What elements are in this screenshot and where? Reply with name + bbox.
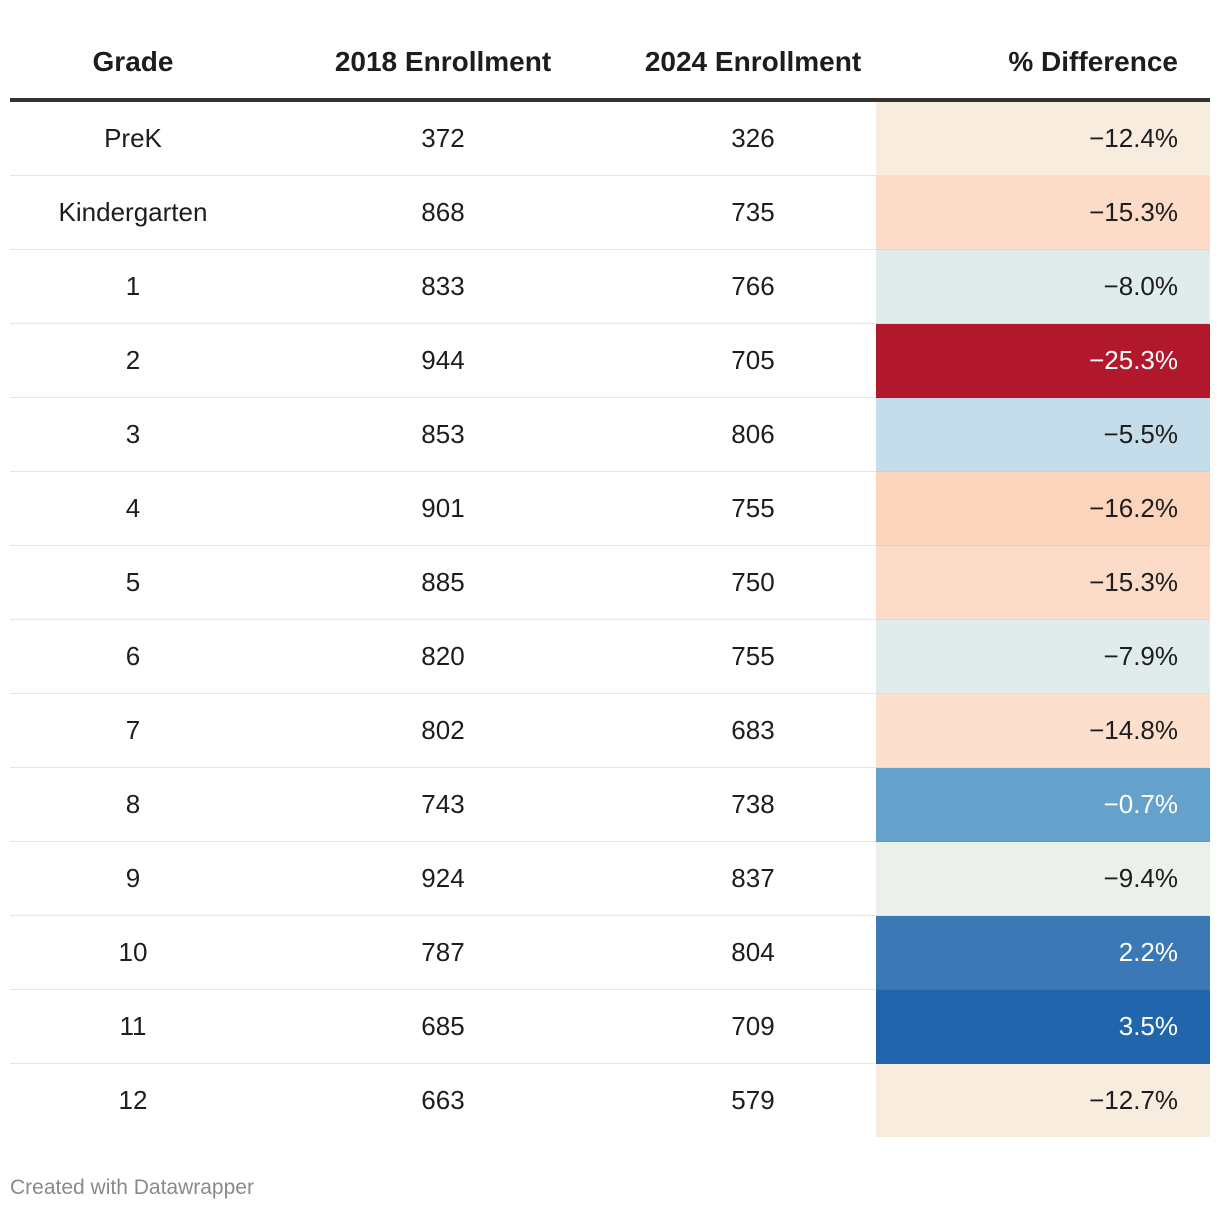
table-row: 5 885 750 −15.3% [10,545,1210,620]
cell-percent-difference: 2.2% [876,915,1210,990]
cell-percent-difference: −12.4% [876,100,1210,176]
enrollment-table: Grade 2018 Enrollment 2024 Enrollment % … [10,26,1210,1137]
cell-grade: 5 [10,545,256,620]
enrollment-table-container: Grade 2018 Enrollment 2024 Enrollment % … [10,26,1210,1137]
cell-2024-enrollment: 738 [630,767,876,842]
cell-percent-difference: −0.7% [876,767,1210,842]
table-row: 6 820 755 −7.9% [10,619,1210,694]
datawrapper-credit[interactable]: Created with Datawrapper [10,1176,254,1199]
cell-percent-difference: −14.8% [876,693,1210,768]
cell-2018-enrollment: 885 [256,545,630,620]
cell-percent-difference: 3.5% [876,989,1210,1064]
cell-grade: 8 [10,767,256,842]
cell-2018-enrollment: 787 [256,915,630,990]
cell-grade: 6 [10,619,256,694]
cell-2018-enrollment: 685 [256,989,630,1064]
cell-2018-enrollment: 802 [256,693,630,768]
cell-2024-enrollment: 806 [630,397,876,472]
table-row: 3 853 806 −5.5% [10,397,1210,472]
cell-grade: 3 [10,397,256,472]
table-row: 12 663 579 −12.7% [10,1063,1210,1137]
cell-2024-enrollment: 750 [630,545,876,620]
column-header-percent-difference[interactable]: % Difference [876,26,1210,102]
column-header-grade[interactable]: Grade [10,26,256,102]
cell-grade: 12 [118,1085,148,1115]
cell-percent-difference: −15.3% [876,545,1210,620]
table-body: PreK 372 326 −12.4% Kindergarten 868 735 −15.3%… [10,100,1210,1137]
cell-2024-enrollment: 837 [630,841,876,916]
cell-2018-enrollment: 944 [256,323,630,398]
cell-2024-enrollment: 755 [630,619,876,694]
cell-2018-enrollment: 901 [256,471,630,546]
table-row: Kindergarten 868 735 −15.3% [10,175,1210,250]
cell-2024-enrollment: 755 [630,471,876,546]
cell-percent-difference: −25.3% [876,323,1210,398]
cell-2018-enrollment: 833 [256,249,630,324]
cell-2024-enrollment: 735 [630,175,876,250]
cell-percent-difference: −5.5% [876,397,1210,472]
cell-percent-difference: −15.3% [876,175,1210,250]
cell-2024-enrollment: 705 [630,323,876,398]
cell-2018-enrollment: 372 [256,100,630,176]
cell-percent-difference: −12.7% [876,1063,1210,1137]
cell-2018-enrollment: 743 [256,767,630,842]
cell-grade: 7 [10,693,256,768]
table-row: 4 901 755 −16.2% [10,471,1210,546]
cell-grade: 1 [10,249,256,324]
cell-grade: 4 [10,471,256,546]
cell-grade: PreK [10,100,256,176]
cell-grade: 9 [10,841,256,916]
cell-2024-enrollment: 579 [731,1085,775,1115]
cell-2024-enrollment: 766 [630,249,876,324]
cell-grade: Kindergarten [10,175,256,250]
cell-2018-enrollment: 663 [421,1085,465,1115]
cell-2024-enrollment: 804 [630,915,876,990]
cell-2018-enrollment: 924 [256,841,630,916]
cell-grade: 2 [10,323,256,398]
table-row: 9 924 837 −9.4% [10,841,1210,916]
table-row: 7 802 683 −14.8% [10,693,1210,768]
column-header-2024-enrollment[interactable]: 2024 Enrollment [630,26,876,102]
table-header-row: Grade 2018 Enrollment 2024 Enrollment % … [10,26,1210,102]
cell-2018-enrollment: 868 [256,175,630,250]
cell-percent-difference: −7.9% [876,619,1210,694]
cell-percent-difference: −16.2% [876,471,1210,546]
cell-2024-enrollment: 326 [630,100,876,176]
cell-percent-difference: −8.0% [876,249,1210,324]
table-row: 1 833 766 −8.0% [10,249,1210,324]
cell-2024-enrollment: 709 [630,989,876,1064]
cell-grade: 11 [10,989,256,1064]
cell-percent-difference: −9.4% [876,841,1210,916]
table-row: 11 685 709 3.5% [10,989,1210,1064]
table-row: 10 787 804 2.2% [10,915,1210,990]
cell-grade: 10 [10,915,256,990]
table-row: 2 944 705 −25.3% [10,323,1210,398]
table-row: PreK 372 326 −12.4% [10,100,1210,176]
cell-2018-enrollment: 820 [256,619,630,694]
cell-2024-enrollment: 683 [630,693,876,768]
cell-2018-enrollment: 853 [256,397,630,472]
column-header-2018-enrollment[interactable]: 2018 Enrollment [256,26,630,102]
table-row: 8 743 738 −0.7% [10,767,1210,842]
